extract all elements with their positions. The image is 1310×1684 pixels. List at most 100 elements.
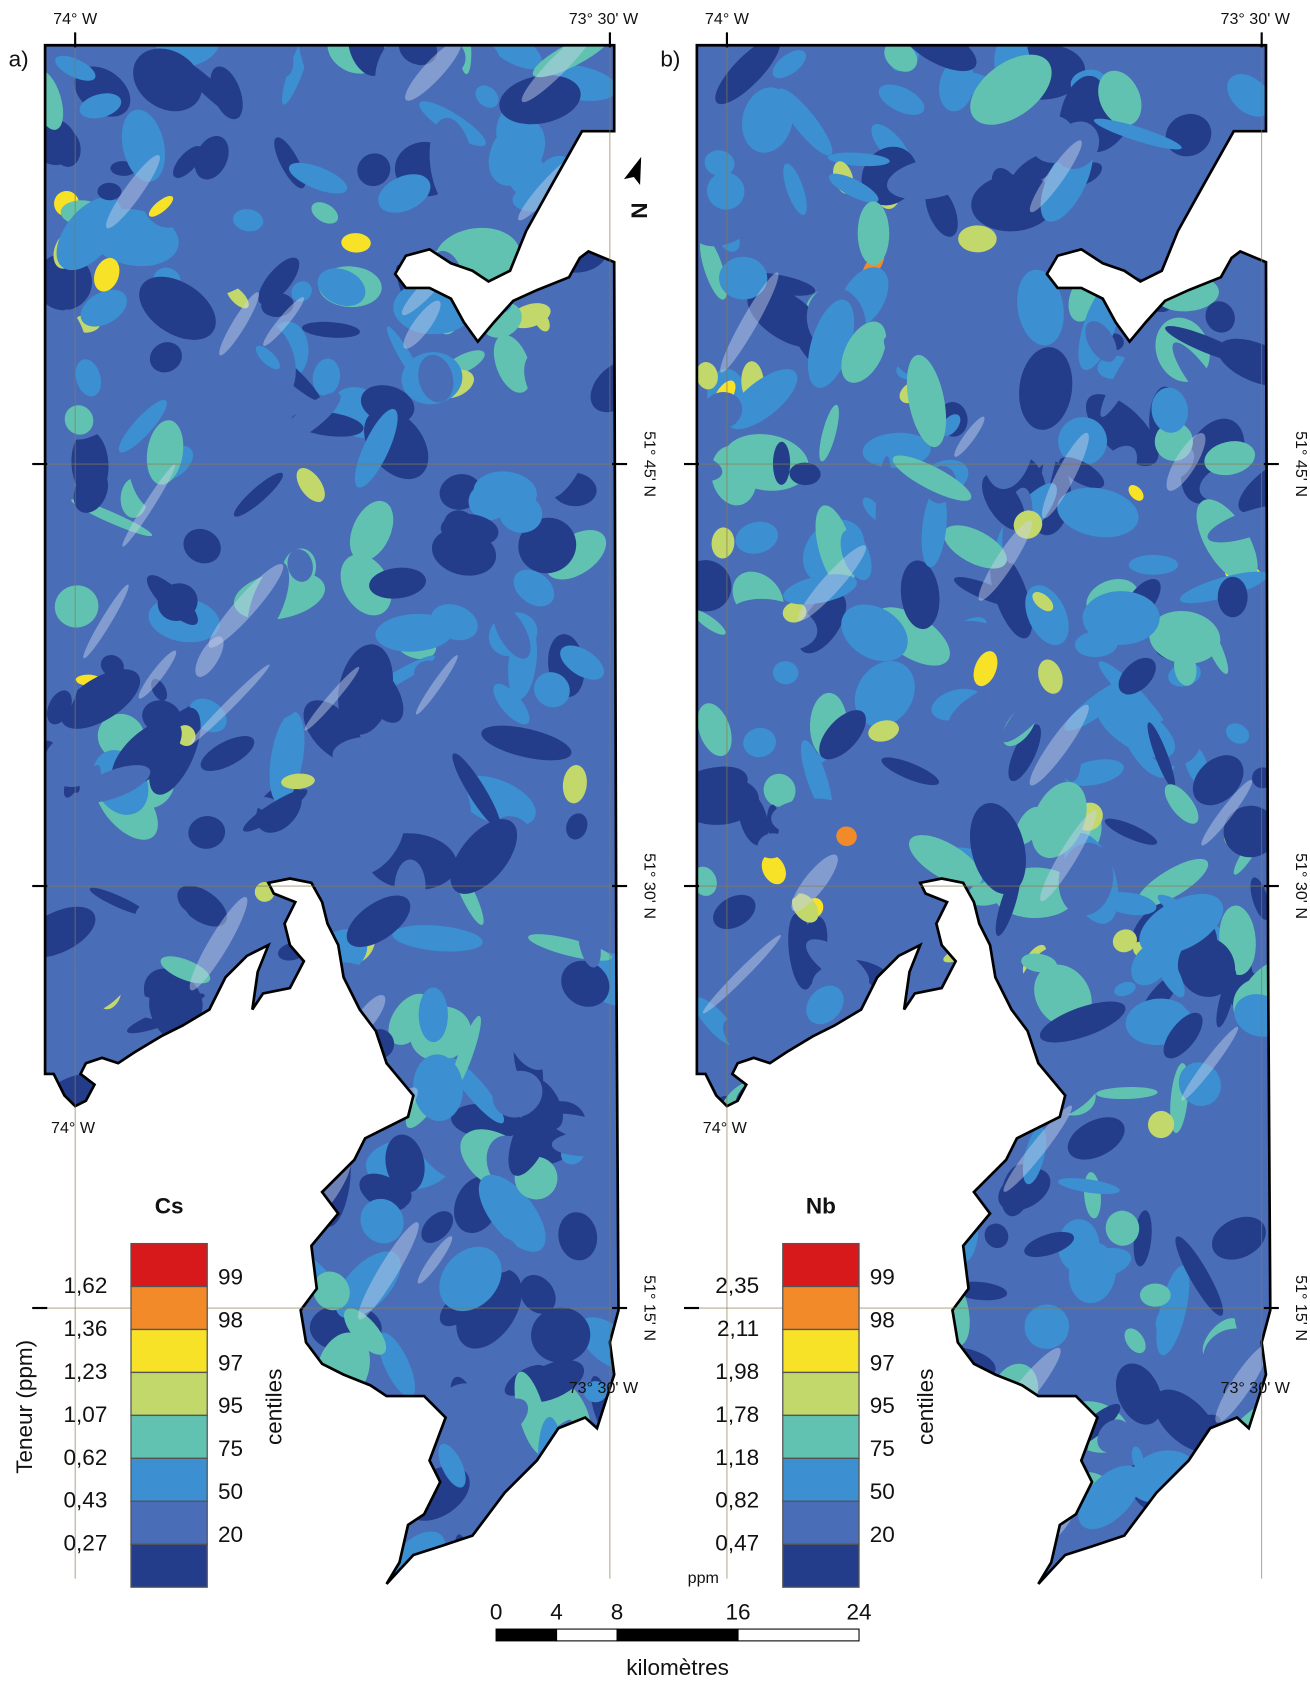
map-zone bbox=[146, 420, 184, 485]
map-zone bbox=[311, 202, 339, 224]
map-zone bbox=[118, 399, 167, 453]
map-zone bbox=[1103, 892, 1157, 916]
map-zone bbox=[172, 146, 203, 178]
map-zone bbox=[499, 75, 581, 125]
map-zone bbox=[1177, 936, 1236, 997]
map-zone bbox=[1150, 941, 1185, 998]
map-zone bbox=[970, 1454, 1018, 1485]
map-zone bbox=[771, 798, 856, 838]
map-fill bbox=[45, 45, 619, 1584]
north-label: N bbox=[626, 202, 651, 218]
map-zone bbox=[438, 1443, 466, 1488]
map-zone bbox=[857, 1029, 886, 1065]
map-zone bbox=[1225, 723, 1250, 744]
map-zone bbox=[946, 1502, 997, 1538]
lake bbox=[403, 300, 441, 349]
lake bbox=[208, 563, 284, 648]
map-zone bbox=[821, 1054, 855, 1109]
threshold-label: 1,07 bbox=[64, 1402, 108, 1427]
scale-tick-label: 4 bbox=[550, 1599, 563, 1624]
map-zone bbox=[413, 1054, 464, 1122]
map-zone bbox=[1215, 1462, 1271, 1496]
map-zone bbox=[943, 525, 1007, 569]
map-zone bbox=[881, 757, 940, 786]
map-zone bbox=[558, 1212, 598, 1261]
map-outline bbox=[695, 43, 1272, 1585]
map-zone bbox=[827, 1094, 870, 1130]
map-zone bbox=[828, 173, 879, 203]
map-zone bbox=[452, 753, 501, 829]
map-zone bbox=[261, 293, 294, 317]
map-zone bbox=[966, 1449, 1011, 1503]
map-zone bbox=[378, 1332, 416, 1398]
map-zone bbox=[939, 59, 975, 112]
map-zone bbox=[1096, 1087, 1158, 1100]
panel-label: b) bbox=[660, 47, 680, 72]
map-zone bbox=[1213, 1439, 1242, 1473]
map-zone bbox=[960, 1370, 979, 1399]
longitude-label: 74° W bbox=[51, 1119, 96, 1137]
map-zone bbox=[763, 773, 796, 807]
threshold-label: 2,35 bbox=[715, 1273, 759, 1298]
map-zone bbox=[270, 45, 294, 78]
map-zone bbox=[916, 1006, 978, 1041]
map-zone bbox=[1227, 74, 1271, 117]
map-zone bbox=[75, 359, 102, 397]
map-zone bbox=[80, 289, 127, 327]
map-zone bbox=[488, 119, 546, 186]
map-zone bbox=[718, 256, 768, 300]
map-zone bbox=[258, 257, 300, 305]
map-zone bbox=[240, 1188, 266, 1208]
map-zone bbox=[341, 1395, 367, 1420]
map-zone bbox=[738, 792, 769, 846]
legend-swatch bbox=[130, 1414, 208, 1459]
map-zone bbox=[160, 956, 211, 984]
map-zone bbox=[1165, 326, 1249, 364]
lake bbox=[1029, 704, 1089, 786]
map-zone bbox=[1058, 457, 1105, 489]
map-zone bbox=[874, 1168, 936, 1219]
map-zone bbox=[413, 660, 453, 693]
map-zone bbox=[478, 1174, 546, 1252]
map-zone bbox=[947, 620, 1003, 649]
map-zone bbox=[880, 1135, 945, 1201]
map-zone bbox=[1031, 781, 1087, 859]
threshold-label: 1,62 bbox=[64, 1273, 108, 1298]
map-zone bbox=[45, 1203, 76, 1228]
scale-tick-label: 8 bbox=[611, 1599, 624, 1624]
map-zone bbox=[253, 1105, 307, 1138]
lake bbox=[163, 1073, 213, 1124]
map-zone bbox=[429, 117, 475, 212]
longitude-label: 73° 30' W bbox=[569, 10, 639, 28]
map-zone bbox=[841, 604, 908, 662]
map-zone bbox=[418, 354, 454, 403]
map-zone bbox=[537, 1417, 564, 1507]
lake bbox=[1215, 1344, 1269, 1423]
map-zone bbox=[513, 569, 555, 607]
map-zone bbox=[279, 1497, 370, 1533]
map-zone bbox=[312, 358, 341, 396]
map-zone bbox=[713, 894, 756, 930]
map-zone bbox=[970, 54, 1052, 125]
map-zone bbox=[183, 528, 221, 564]
map-zone bbox=[566, 813, 588, 840]
latitude-label: 51° 45' N bbox=[1292, 431, 1310, 497]
map-zone bbox=[696, 766, 748, 818]
map-zone bbox=[1205, 301, 1235, 333]
map-zone bbox=[45, 906, 96, 958]
map-zone bbox=[772, 661, 799, 685]
map-zone bbox=[1128, 554, 1179, 575]
centile-label: 50 bbox=[218, 1479, 243, 1504]
map-zone bbox=[1032, 591, 1054, 612]
map-zone bbox=[243, 789, 308, 832]
map-zone bbox=[948, 682, 1023, 735]
map-zone bbox=[1175, 1236, 1224, 1316]
latitude-label: 51° 30' N bbox=[1292, 853, 1310, 919]
lake bbox=[1029, 140, 1082, 213]
map-zone bbox=[200, 736, 255, 772]
map-zone bbox=[45, 69, 64, 130]
map-zone bbox=[430, 604, 478, 641]
map-zone bbox=[139, 276, 216, 340]
map-zone bbox=[761, 854, 786, 885]
map-zone bbox=[819, 710, 866, 760]
